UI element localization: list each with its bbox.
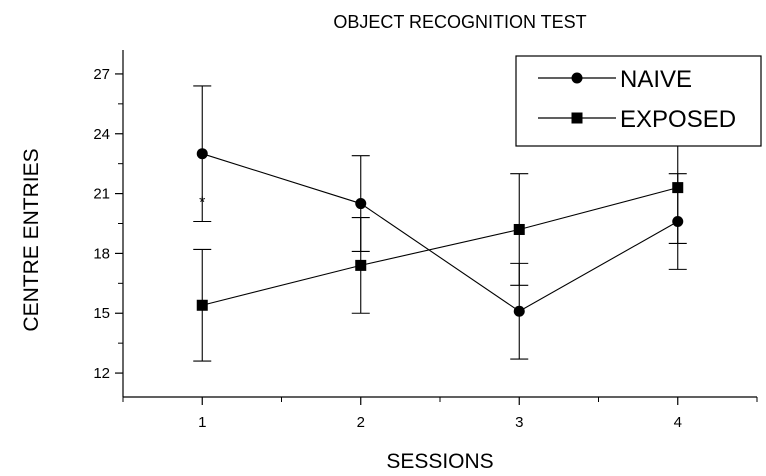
- y-tick-label: 15: [93, 305, 110, 322]
- y-tick-label: 12: [93, 365, 110, 382]
- exposed-data-point: [672, 182, 684, 194]
- legend: NAIVE EXPOSED: [515, 55, 762, 147]
- x-tick-label: 2: [357, 414, 365, 431]
- y-tick-label: 21: [93, 186, 110, 203]
- x-tick-label: 1: [198, 414, 206, 431]
- exposed-series-line: [202, 187, 678, 306]
- significance-marker: *: [199, 195, 205, 212]
- exposed-data-point: [513, 223, 525, 235]
- x-axis-label: SESSIONS: [386, 450, 493, 473]
- naive-series-line: [202, 153, 679, 312]
- exposed-data-point: [355, 259, 367, 271]
- y-tick-label: 18: [93, 245, 110, 262]
- y-tick-label: 24: [93, 126, 110, 143]
- exposed-legend-marker: [571, 112, 583, 124]
- exposed-data-point: [196, 299, 208, 311]
- x-tick-label: 4: [674, 414, 682, 431]
- x-tick-label: 3: [515, 414, 523, 431]
- y-tick-label: 27: [93, 66, 110, 83]
- naive-legend-marker: [571, 72, 583, 84]
- legend-box: [515, 55, 762, 147]
- naive-data-point: [196, 148, 208, 160]
- naive-legend-label: NAIVE: [620, 66, 692, 93]
- naive-data-point: [355, 198, 367, 210]
- chart-title: OBJECT RECOGNITION TEST: [333, 12, 586, 32]
- y-axis-label: CENTRE ENTRIES: [20, 148, 43, 331]
- naive-data-point: [513, 305, 525, 317]
- exposed-legend-label: EXPOSED: [620, 106, 736, 133]
